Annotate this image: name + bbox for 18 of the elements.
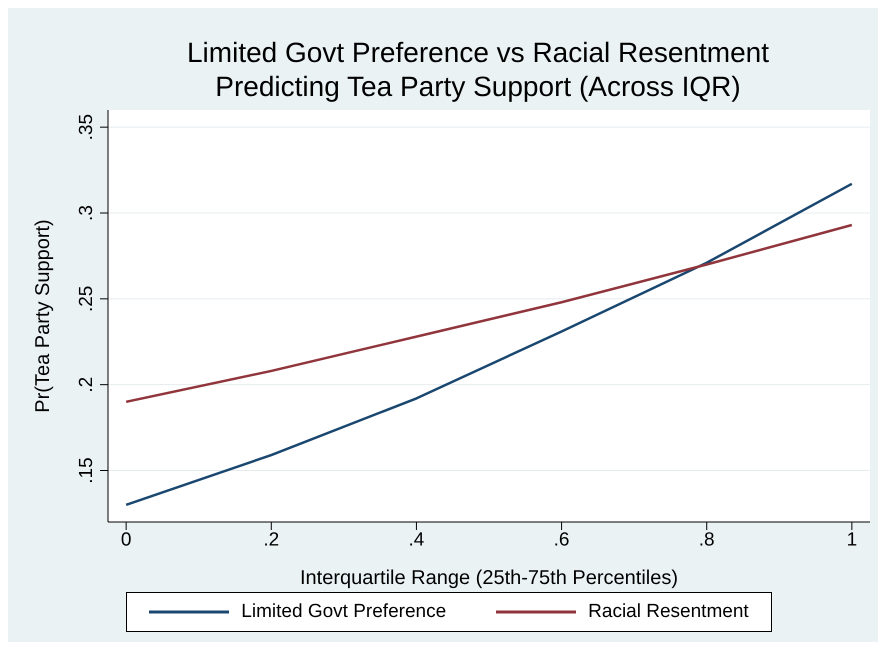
- x-tick-label: .6: [554, 529, 570, 550]
- x-tick-label: 0: [120, 529, 132, 550]
- chart-title: Limited Govt Preference vs Racial Resentment Predicting Tea Party Support (Across IQR): [186, 36, 770, 104]
- y-tick-label: .2: [76, 376, 97, 393]
- legend-label: Racial Resentment: [588, 601, 749, 623]
- line-series: [124, 224, 854, 404]
- y-axis-title: Pr(Tea Party Support): [32, 219, 54, 413]
- y-tick-label: .35: [76, 114, 97, 140]
- x-tick-label: .4: [408, 529, 425, 550]
- y-tick-label: .3: [76, 205, 97, 221]
- y-tick-label: .15: [76, 457, 97, 484]
- line-series: [124, 182, 854, 506]
- x-axis-title: Interquartile Range (25th-75th Percentiles): [300, 567, 678, 589]
- y-tick-label: .25: [76, 286, 97, 312]
- legend-label: Limited Govt Preference: [241, 601, 446, 623]
- x-tick-label: .8: [698, 529, 715, 550]
- x-tick-label: 1: [846, 529, 858, 550]
- x-tick-label: .2: [263, 529, 280, 550]
